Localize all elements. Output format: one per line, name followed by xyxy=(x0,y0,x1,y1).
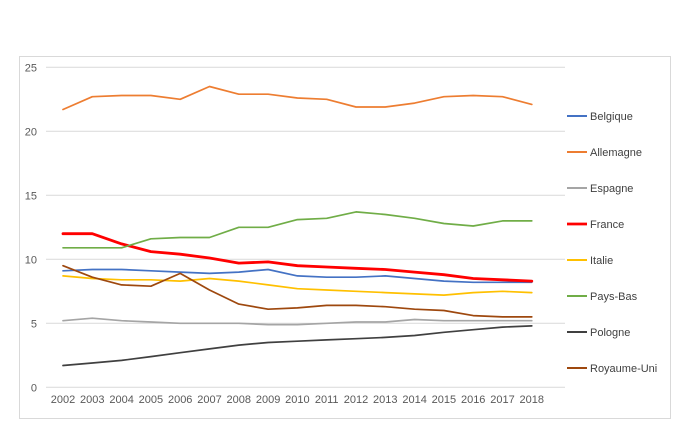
series-line-pologne xyxy=(62,325,533,367)
legend-label-espagne[interactable]: Espagne xyxy=(590,183,633,195)
x-axis-tick-label: 2007 xyxy=(197,394,221,406)
x-axis-tick-label: 2002 xyxy=(51,394,75,406)
x-axis-tick-label: 2016 xyxy=(461,394,485,406)
series-line-italie xyxy=(62,275,533,296)
chart-frame: 0 5 10 15 20 25 2002 2003 2004 2005 2006 2007 2008 20… xyxy=(19,56,671,419)
line-chart: 0 5 10 15 20 25 2002 2003 2004 2005 2006 2007 2008 20… xyxy=(25,62,658,406)
legend-label-allemagne[interactable]: Allemagne xyxy=(590,147,642,159)
x-axis-tick-label: 2010 xyxy=(285,394,309,406)
legend-label-france[interactable]: France xyxy=(590,219,624,231)
series-line-espagne xyxy=(62,317,533,326)
series-line-royaume-uni xyxy=(62,264,533,318)
x-axis-tick-label: 2006 xyxy=(168,394,192,406)
x-axis-tick-label: 2004 xyxy=(109,394,133,406)
series-line-belgique xyxy=(62,268,533,284)
x-axis-tick-label: 2011 xyxy=(315,394,339,406)
x-axis-tick-label: 2003 xyxy=(80,394,104,406)
series-line-france xyxy=(61,232,534,283)
y-axis-tick-label: 15 xyxy=(25,190,37,202)
x-axis-tick-label: 2009 xyxy=(256,394,280,406)
y-axis-tick-label: 10 xyxy=(25,254,37,266)
x-axis-tick-label: 2018 xyxy=(520,394,544,406)
y-axis-tick-label: 20 xyxy=(25,126,37,138)
x-axis-tick-label: 2008 xyxy=(227,394,251,406)
series-line-allemagne xyxy=(62,85,533,111)
x-axis-tick-label: 2012 xyxy=(344,394,368,406)
legend-label-royaume-uni[interactable]: Royaume-Uni xyxy=(590,363,657,375)
legend-label-italie[interactable]: Italie xyxy=(590,255,613,267)
y-axis-tick-label: 5 xyxy=(31,318,37,330)
x-axis-tick-label: 2005 xyxy=(139,394,163,406)
series-line-pays-bas xyxy=(62,211,533,249)
legend-label-pologne[interactable]: Pologne xyxy=(590,327,630,339)
legend-label-pays-bas[interactable]: Pays-Bas xyxy=(590,291,638,303)
legend-label-belgique[interactable]: Belgique xyxy=(590,111,633,123)
x-axis-tick-label: 2015 xyxy=(432,394,456,406)
x-axis-tick-label: 2013 xyxy=(373,394,397,406)
y-axis-tick-label: 0 xyxy=(31,382,37,394)
y-axis-tick-label: 25 xyxy=(25,62,37,74)
x-axis-tick-label: 2017 xyxy=(490,394,514,406)
x-axis-tick-label: 2014 xyxy=(402,394,426,406)
